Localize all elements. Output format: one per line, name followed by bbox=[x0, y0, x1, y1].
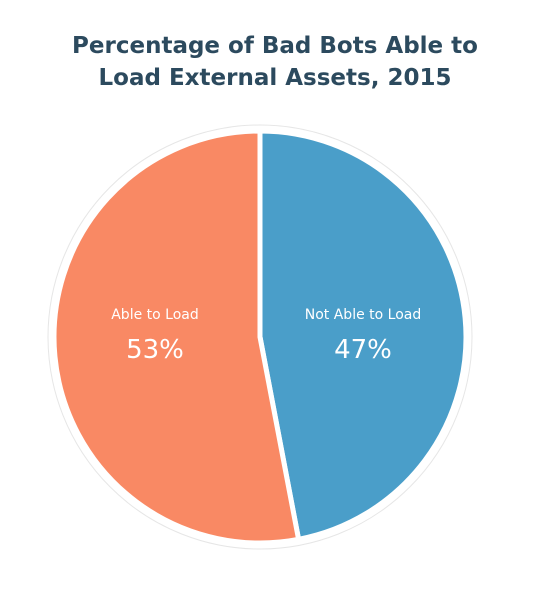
pie-slice-able-to-load bbox=[51, 128, 302, 546]
chart-title-line-1: Percentage of Bad Bots Able to bbox=[72, 33, 478, 59]
slice-label-value: 47% bbox=[334, 335, 392, 365]
pie-slice-not-able-to-load bbox=[257, 128, 469, 542]
slice-label-value: 53% bbox=[126, 335, 184, 365]
slice-label-name: Not Able to Load bbox=[305, 307, 421, 323]
pie-slices bbox=[51, 128, 469, 546]
chart-title: Percentage of Bad Bots Able to Load Exte… bbox=[0, 30, 550, 94]
slice-label-name: Able to Load bbox=[111, 307, 199, 323]
pie-labels: Not Able to Load 47% Able to Load 53% bbox=[111, 307, 421, 365]
chart-title-line-2: Load External Assets, 2015 bbox=[98, 65, 452, 91]
